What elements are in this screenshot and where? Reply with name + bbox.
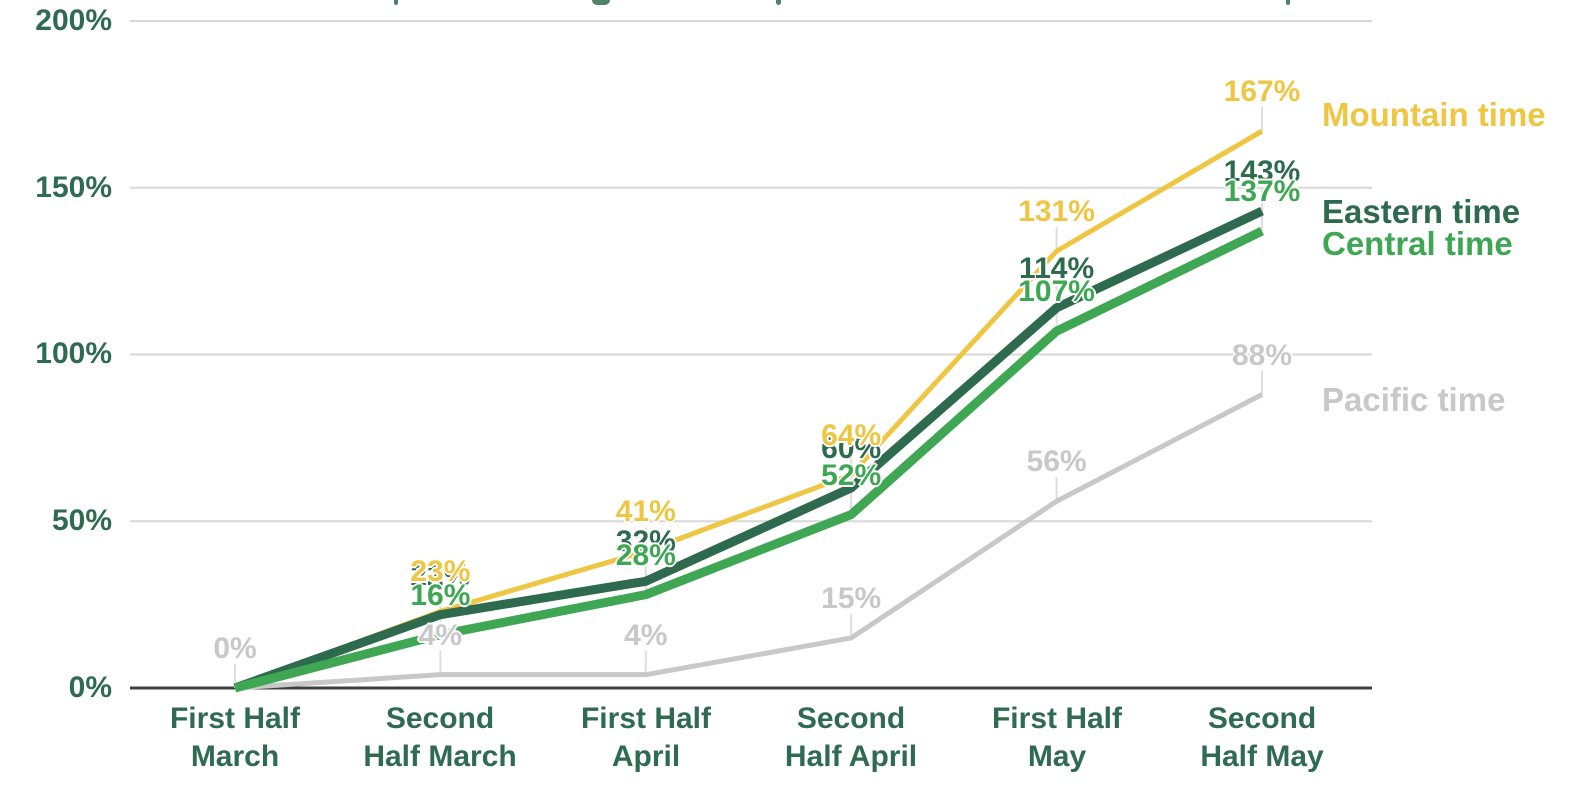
x-tick-line2: April — [611, 740, 681, 773]
x-tick-line1: First Half — [580, 702, 712, 735]
x-tick-line2: Half April — [784, 740, 918, 773]
data-label-central-time: 52% — [821, 458, 882, 492]
cropped-title-fragment — [592, 0, 610, 5]
data-label-pacific-time: 4% — [624, 618, 668, 652]
x-tick-line2: March — [190, 740, 280, 773]
data-label-eastern-time: 143% — [1223, 155, 1301, 189]
legend-central-time: Central time — [1322, 225, 1513, 262]
data-label-pacific-time: 15% — [821, 581, 882, 615]
y-axis-tick-0: 0% — [68, 671, 112, 704]
y-axis-tick-50: 50% — [51, 504, 112, 537]
x-tick-line1: Second — [385, 702, 495, 735]
x-tick-line1: Second — [796, 702, 906, 735]
x-tick-line1: Second — [1207, 702, 1317, 735]
series-line-mountain-time — [234, 128, 1264, 691]
x-axis-tick-first-half-may: First Half May — [992, 700, 1122, 776]
x-axis-tick-second-half-april: Second Half April — [785, 700, 917, 776]
cropped-title-fragment — [394, 0, 398, 5]
data-label-central-time: 16% — [410, 578, 471, 612]
data-label-mountain-time: 41% — [615, 495, 676, 529]
x-axis-tick-first-half-march: First Half March — [170, 700, 300, 776]
data-label-mountain-time: 131% — [1018, 195, 1095, 229]
data-label-eastern-time: 60% — [821, 431, 882, 465]
data-label-mountain-time: 167% — [1223, 75, 1301, 109]
data-label-mountain-time: 64% — [821, 418, 882, 452]
cropped-title-fragment — [1286, 0, 1290, 5]
x-tick-line2: Half March — [363, 740, 517, 773]
legend-pacific-time: Pacific time — [1322, 381, 1506, 418]
data-label-mountain-time: 23% — [410, 555, 471, 589]
data-label-pacific-time: 88% — [1231, 338, 1293, 372]
y-axis-tick-150: 150% — [35, 171, 112, 204]
data-label-pacific-time: 4% — [418, 618, 463, 652]
data-label-central-time: 137% — [1223, 175, 1301, 209]
y-axis-tick-200: 200% — [35, 4, 112, 37]
data-label-pacific-time: 56% — [1026, 445, 1087, 479]
data-label-eastern-time: 114% — [1019, 251, 1095, 285]
x-axis-tick-second-half-may: Second Half May — [1200, 700, 1323, 776]
x-tick-line1: First Half — [991, 702, 1123, 735]
data-label-central-time: 28% — [615, 538, 676, 572]
x-axis-tick-first-half-april: First Half April — [581, 700, 711, 776]
legend-mountain-time: Mountain time — [1322, 96, 1546, 133]
series-line-central-time — [233, 227, 1264, 693]
data-label-eastern-time: 22% — [410, 558, 471, 592]
series-line-pacific-time — [234, 392, 1264, 691]
x-tick-line2: Half May — [1200, 740, 1324, 773]
x-tick-line1: First Half — [169, 702, 301, 735]
y-axis-tick-100: 100% — [35, 337, 112, 370]
data-label-central-time: 107% — [1018, 275, 1095, 309]
x-axis-tick-second-half-march: Second Half March — [363, 700, 516, 776]
data-label-eastern-time: 32% — [615, 525, 676, 559]
x-tick-line2: May — [1027, 740, 1087, 773]
data-label-pacific-time: 0% — [213, 632, 257, 665]
series-line-eastern-time — [233, 207, 1264, 693]
legend-eastern-time: Eastern time — [1322, 193, 1521, 230]
cropped-title-fragment — [776, 0, 781, 5]
